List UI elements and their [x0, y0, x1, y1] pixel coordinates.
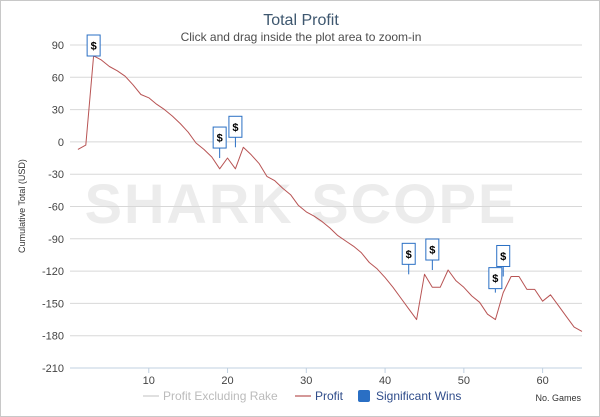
flag-label: $ [91, 41, 97, 53]
legend-item-profit[interactable]: Profit [295, 389, 344, 403]
x-tick-label: 30 [300, 375, 312, 387]
series-layer [77, 55, 583, 332]
flag-box[interactable] [488, 267, 503, 290]
watermark-text: SHARK SCOPE [85, 172, 518, 235]
x-tick-label: 20 [221, 375, 233, 387]
y-tick-label: -150 [42, 298, 64, 310]
flag-label: $ [429, 245, 435, 257]
y-tick-label: -60 [48, 202, 64, 214]
significant-win-flag[interactable]: $ [212, 126, 227, 159]
legend-item-profit-excluding-rake[interactable]: Profit Excluding Rake [143, 389, 278, 403]
x-tick-label: 40 [379, 375, 391, 387]
x-axis-ticks: 10 20 30 40 50 60 [70, 367, 582, 387]
significant-win-flag[interactable]: $ [488, 267, 503, 293]
flag-label: $ [217, 133, 223, 145]
x-tick-label: 50 [458, 375, 470, 387]
profit-line [77, 55, 583, 332]
flag-box[interactable] [228, 115, 243, 138]
flag-box[interactable] [212, 126, 227, 149]
flag-box[interactable] [86, 34, 101, 57]
significant-win-flag[interactable]: $ [401, 242, 416, 275]
y-tick-label: -180 [42, 331, 64, 343]
flag-label: $ [406, 249, 412, 261]
y-axis-title: Cumulative Total (USD) [17, 159, 27, 253]
x-tick-label: 60 [536, 375, 548, 387]
legend-item-significant-wins[interactable]: Significant Wins [358, 389, 461, 403]
y-axis-ticks: 90 60 30 0 -30 -60 -90 -120 -150 -180 -210 [42, 40, 64, 375]
legend-label-profit-excluding-rake[interactable]: Profit Excluding Rake [163, 389, 278, 403]
x-tick-label: 10 [143, 375, 155, 387]
significant-win-flag[interactable]: $ [496, 244, 511, 277]
y-tick-label: -210 [42, 363, 64, 375]
y-tick-label: 90 [52, 40, 64, 52]
legend[interactable]: Profit Excluding Rake Profit Significant… [143, 389, 461, 403]
flag-box[interactable] [425, 238, 440, 261]
y-tick-label: 30 [52, 105, 64, 117]
significant-win-flag[interactable]: $ [86, 34, 101, 57]
y-tick-label: -90 [48, 234, 64, 246]
y-tick-label: -30 [48, 169, 64, 181]
chart-title: Total Profit [263, 12, 339, 29]
y-tick-label: 0 [58, 137, 64, 149]
gridlines [70, 44, 582, 369]
x-axis-title: No. Games [535, 393, 581, 403]
flag-label: $ [232, 122, 238, 134]
significant-win-flag[interactable]: $ [228, 115, 243, 148]
legend-flag-icon [358, 390, 370, 402]
flag-box[interactable] [496, 244, 511, 267]
flag-label: $ [500, 251, 506, 263]
legend-label-significant-wins[interactable]: Significant Wins [376, 389, 461, 403]
legend-label-profit[interactable]: Profit [315, 389, 344, 403]
flags-layer[interactable]: $$$$ $$$ [86, 34, 511, 293]
y-tick-label: -120 [42, 266, 64, 278]
flag-box[interactable] [401, 242, 416, 265]
y-tick-label: 60 [52, 72, 64, 84]
significant-win-flag[interactable]: $ [425, 238, 440, 271]
chart-subtitle: Click and drag inside the plot area to z… [181, 30, 422, 44]
flag-label: $ [492, 273, 498, 285]
